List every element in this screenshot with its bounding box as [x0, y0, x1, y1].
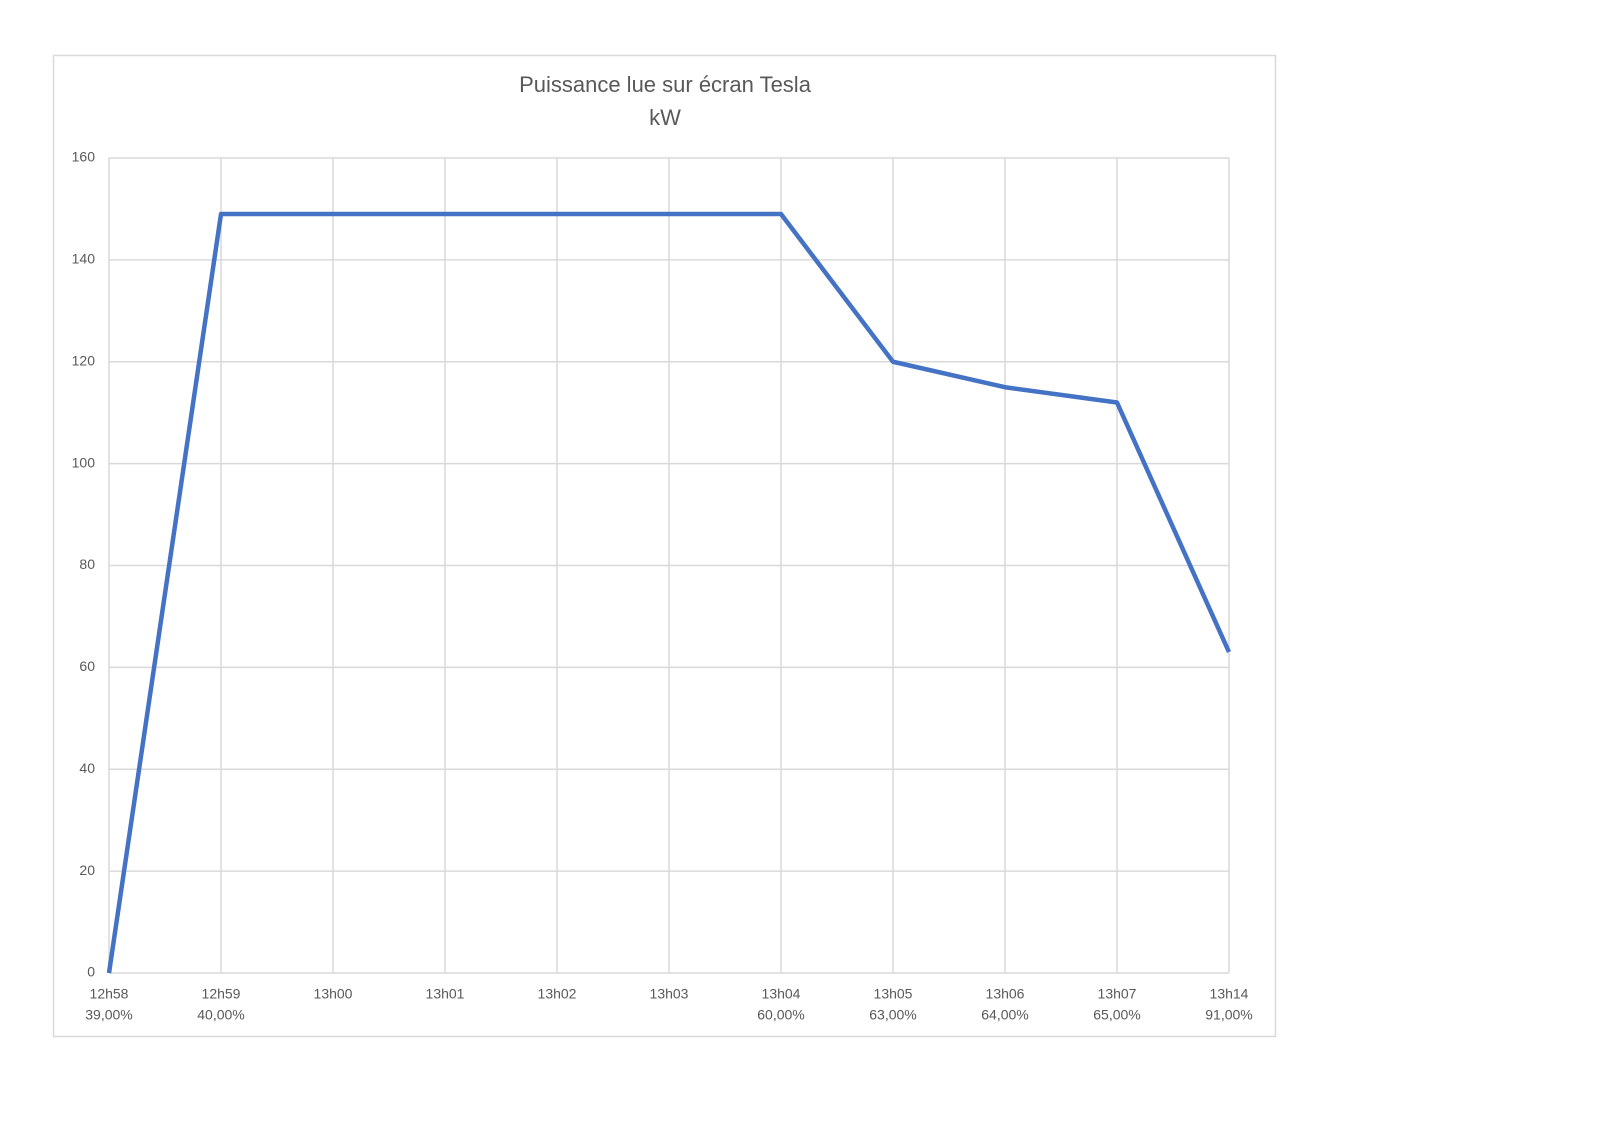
x-tick-label: 13h05 [874, 986, 913, 1002]
x-tick-sublabel: 91,00% [1205, 1007, 1252, 1023]
y-tick-label: 140 [72, 251, 96, 267]
y-tick-label: 40 [79, 760, 95, 776]
x-tick-label: 12h59 [202, 986, 241, 1002]
x-tick-label: 13h00 [314, 986, 353, 1002]
x-tick-label: 13h04 [762, 986, 801, 1002]
x-tick-label: 13h14 [1210, 986, 1249, 1002]
x-tick-label: 13h03 [650, 986, 689, 1002]
x-tick-label: 13h01 [426, 986, 465, 1002]
chart-title: Puissance lue sur écran Tesla [519, 72, 812, 97]
y-tick-label: 160 [72, 149, 96, 165]
x-tick-label: 13h07 [1098, 986, 1137, 1002]
y-tick-label: 100 [72, 454, 96, 470]
data-line [106, 211, 1232, 974]
y-tick-label: 60 [79, 658, 95, 674]
x-tick-sublabel: 60,00% [757, 1007, 804, 1023]
x-tick-sublabel: 63,00% [869, 1007, 916, 1023]
y-tick-label: 0 [87, 964, 95, 980]
x-tick-sublabel: 39,00% [85, 1007, 132, 1023]
y-tick-label: 80 [79, 556, 95, 572]
chart-frame [52, 54, 1277, 1038]
y-tick-label: 20 [79, 862, 95, 878]
x-tick-label: 12h58 [90, 986, 129, 1002]
x-tick-sublabel: 64,00% [981, 1007, 1028, 1023]
x-tick-sublabel: 65,00% [1093, 1007, 1140, 1023]
chart-subtitle: kW [649, 105, 681, 130]
x-tick-sublabel: 40,00% [197, 1007, 244, 1023]
x-tick-label: 13h02 [538, 986, 577, 1002]
y-tick-label: 120 [72, 352, 96, 368]
x-tick-label: 13h06 [986, 986, 1025, 1002]
